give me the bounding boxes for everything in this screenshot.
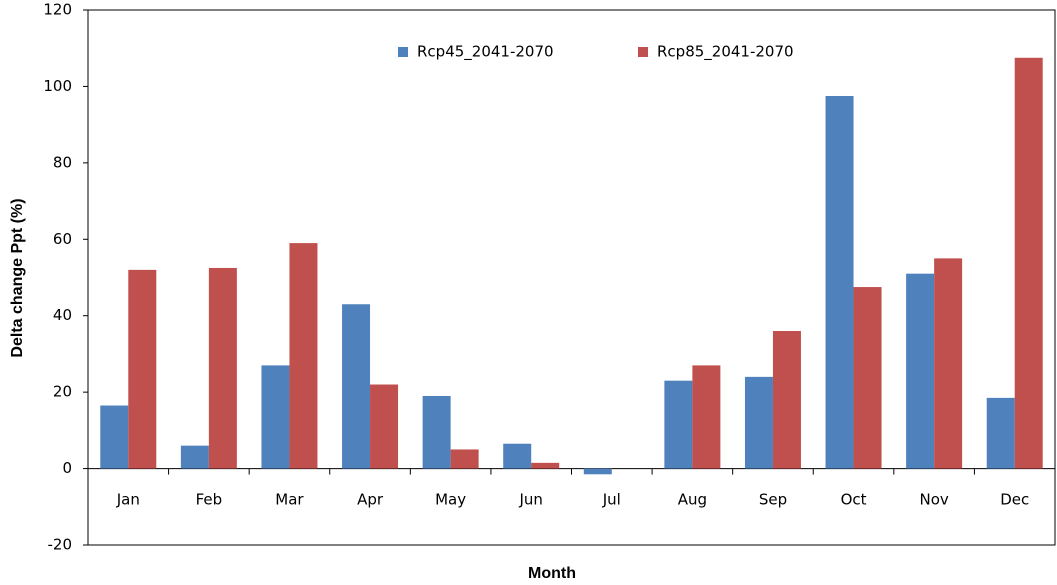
y-tick-label: -20 xyxy=(48,536,73,554)
y-tick-label: 80 xyxy=(53,153,72,171)
x-tick-label: Jun xyxy=(518,491,542,509)
x-tick-label: Mar xyxy=(275,491,304,509)
x-tick-label: Sep xyxy=(759,491,787,509)
x-tick-label: Dec xyxy=(1000,491,1029,509)
x-tick-label: Aug xyxy=(678,491,707,509)
bar xyxy=(772,331,801,469)
legend-label: Rcp45_2041-2070 xyxy=(417,43,554,62)
y-tick-label: 40 xyxy=(53,306,72,324)
bar xyxy=(100,405,129,469)
x-axis-title: Month xyxy=(528,565,576,582)
y-axis-title: Delta change Ppt (%) xyxy=(9,198,26,357)
bar xyxy=(128,269,157,469)
y-tick-label: 0 xyxy=(62,459,72,477)
bar xyxy=(853,287,882,469)
legend-swatch xyxy=(398,47,408,57)
bar xyxy=(583,468,612,475)
bar xyxy=(422,395,451,469)
x-tick-label: Feb xyxy=(196,491,223,509)
x-tick-label: Jan xyxy=(116,491,140,509)
plot-frame xyxy=(87,9,1056,546)
x-tick-label: May xyxy=(435,491,466,509)
bar xyxy=(744,376,773,469)
bar xyxy=(906,273,935,469)
legend-swatch xyxy=(638,47,648,57)
y-tick-label: 100 xyxy=(43,77,72,95)
bar xyxy=(208,267,237,469)
x-tick-label: Apr xyxy=(357,491,384,509)
bar xyxy=(986,397,1015,469)
y-tick-label: 20 xyxy=(53,383,72,401)
bar xyxy=(370,384,399,469)
x-tick-label: Nov xyxy=(919,491,948,509)
y-tick-label: 120 xyxy=(43,1,72,19)
bar xyxy=(825,95,854,469)
bar xyxy=(1014,57,1043,469)
bar xyxy=(531,462,560,469)
y-tick-label: 60 xyxy=(53,230,72,248)
x-tick-label: Oct xyxy=(841,491,867,509)
x-tick-label: Jul xyxy=(602,491,621,509)
bar xyxy=(503,443,532,469)
bar xyxy=(342,304,371,469)
bar xyxy=(934,258,963,469)
bar xyxy=(289,243,318,469)
bar xyxy=(261,365,290,469)
bar xyxy=(180,445,209,469)
bar xyxy=(450,449,479,469)
legend-label: Rcp85_2041-2070 xyxy=(657,43,794,62)
bar xyxy=(664,380,693,469)
bar xyxy=(692,365,721,469)
